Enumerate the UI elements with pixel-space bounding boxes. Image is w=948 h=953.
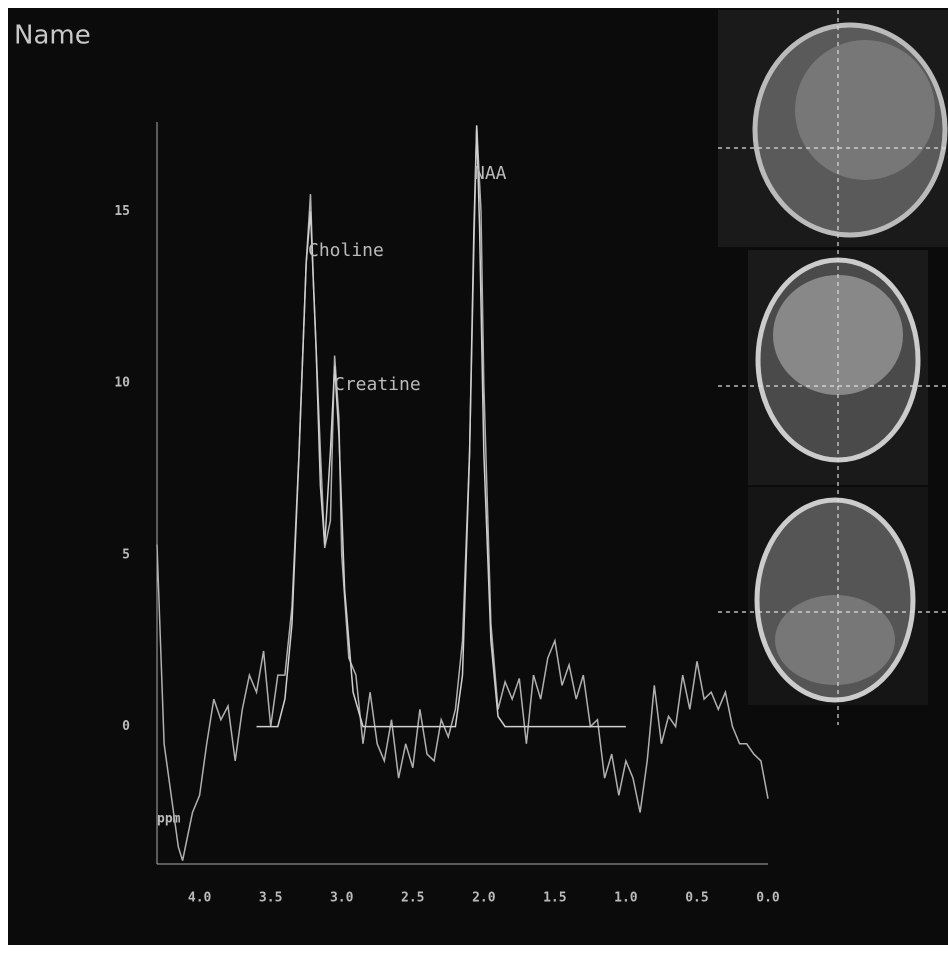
x-axis-label: ppm	[157, 812, 181, 827]
peak-annotation: Choline	[308, 240, 384, 261]
sagittal-brain	[795, 40, 935, 180]
x-tick-label: 2.5	[401, 891, 424, 906]
x-tick-label: 0.5	[685, 891, 708, 906]
chart-title: Name	[14, 21, 91, 51]
y-tick-label: 5	[122, 547, 130, 562]
x-tick-label: 1.0	[614, 891, 638, 906]
y-tick-label: 10	[114, 376, 130, 391]
x-tick-label: 4.0	[188, 891, 212, 906]
x-tick-label: 2.0	[472, 891, 496, 906]
y-tick-label: 0	[122, 719, 130, 734]
peak-annotation: Creatine	[334, 374, 421, 395]
y-tick-label: 15	[114, 204, 130, 219]
x-tick-label: 3.0	[330, 891, 354, 906]
x-tick-label: 0.0	[756, 891, 780, 906]
mri-panels	[718, 10, 948, 725]
axial-cerebellum	[775, 595, 895, 685]
x-tick-label: 3.5	[259, 891, 282, 906]
chart: Name ppm 0 5 10 15 4.0 3.5 3.0 2.5 2.0 1.5 1.0 0.5 0…	[0, 0, 948, 953]
x-tick-label: 1.5	[543, 891, 566, 906]
peak-annotation: NAA	[474, 163, 507, 184]
